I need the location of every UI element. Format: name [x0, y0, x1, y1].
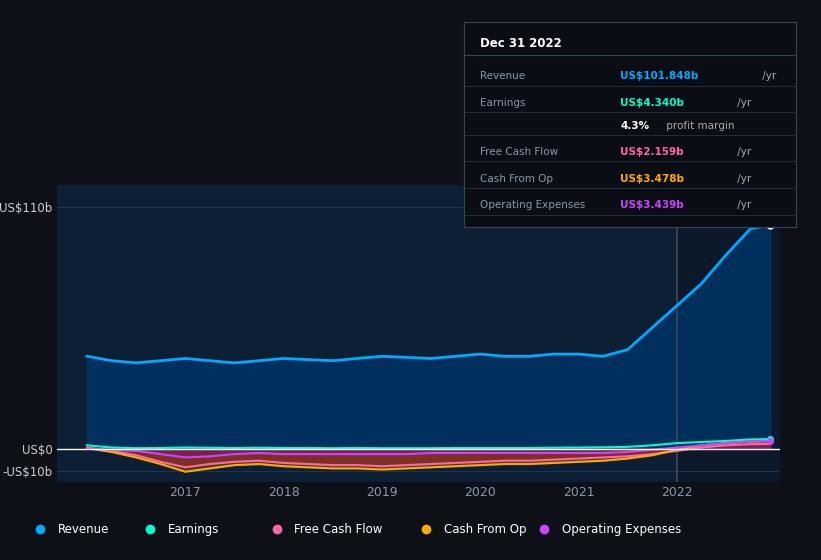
Text: Free Cash Flow: Free Cash Flow: [480, 147, 558, 157]
Text: US$3.439b: US$3.439b: [620, 200, 684, 210]
Text: Cash From Op: Cash From Op: [480, 174, 553, 184]
Text: /yr: /yr: [734, 147, 751, 157]
Text: US$4.340b: US$4.340b: [620, 98, 684, 108]
Text: Dec 31 2022: Dec 31 2022: [480, 37, 562, 50]
Text: Revenue: Revenue: [480, 72, 525, 81]
Text: Cash From Op: Cash From Op: [443, 522, 526, 536]
Text: profit margin: profit margin: [663, 120, 735, 130]
Text: Earnings: Earnings: [480, 98, 526, 108]
Text: /yr: /yr: [734, 200, 751, 210]
Text: /yr: /yr: [734, 174, 751, 184]
Text: US$2.159b: US$2.159b: [620, 147, 684, 157]
Text: Free Cash Flow: Free Cash Flow: [294, 522, 383, 536]
Text: Earnings: Earnings: [167, 522, 219, 536]
Text: /yr: /yr: [759, 72, 777, 81]
Text: Revenue: Revenue: [57, 522, 108, 536]
Text: Operating Expenses: Operating Expenses: [562, 522, 681, 536]
Text: Operating Expenses: Operating Expenses: [480, 200, 585, 210]
Text: US$3.478b: US$3.478b: [620, 174, 684, 184]
Text: 4.3%: 4.3%: [620, 120, 649, 130]
Bar: [677, 185, 790, 482]
Text: US$101.848b: US$101.848b: [620, 72, 699, 81]
Text: /yr: /yr: [734, 98, 751, 108]
